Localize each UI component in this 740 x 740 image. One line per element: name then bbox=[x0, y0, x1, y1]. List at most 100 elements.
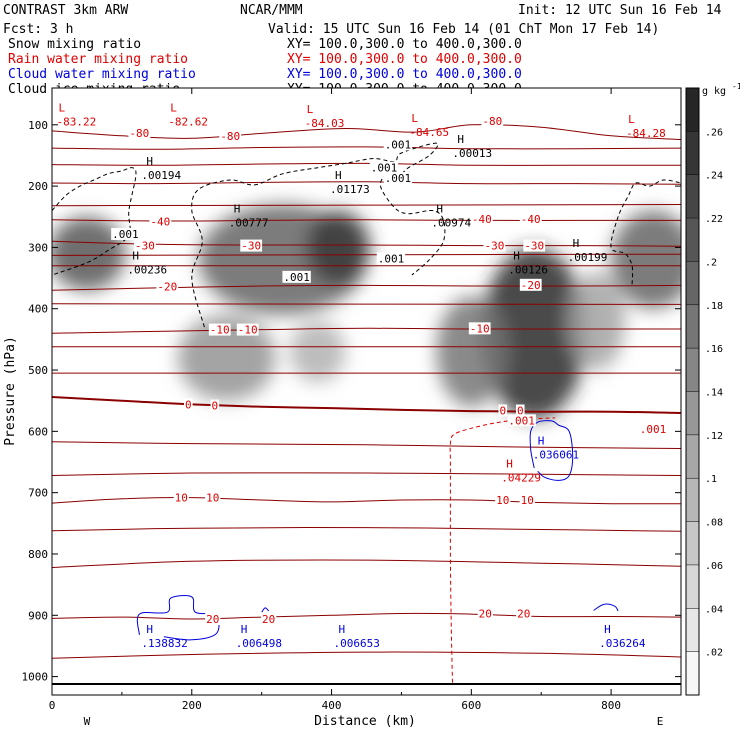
isotherm-line bbox=[52, 204, 681, 207]
snow-max-marker: H bbox=[335, 169, 342, 182]
init-time: Init: 12 UTC Sun 16 Feb 14 bbox=[518, 3, 722, 18]
shading-blob bbox=[52, 216, 126, 291]
isotherm-0 bbox=[52, 396, 681, 414]
snow-max-value: .00013 bbox=[452, 147, 492, 160]
cloud-water-max-value: .006653 bbox=[334, 637, 380, 650]
y-tick-label: 800 bbox=[28, 548, 48, 561]
isotherm-line bbox=[52, 441, 681, 449]
temperature-label: -20 bbox=[521, 279, 541, 292]
temperature-label: 20 bbox=[206, 613, 219, 626]
shading-blob bbox=[611, 210, 681, 309]
snow-contour-label-bg bbox=[383, 138, 413, 151]
snow-contour-label: .001 bbox=[385, 138, 412, 151]
snow-contours bbox=[52, 142, 681, 328]
temperature-label: -20 bbox=[157, 281, 177, 294]
temperature-label: -30 bbox=[484, 240, 504, 253]
legend-xy: XY= 100.0,300.0 to 400.0,300.0 bbox=[287, 37, 522, 52]
colorbar-tick-label: .12 bbox=[705, 431, 723, 442]
cloud-water-max-value: .036061 bbox=[533, 449, 579, 462]
temperature-label-bg bbox=[128, 126, 151, 139]
isotherm-line bbox=[52, 303, 681, 305]
temperature-extremum-marker: L bbox=[307, 103, 314, 116]
isotherm-line bbox=[52, 559, 681, 568]
temperature-label-bg bbox=[470, 213, 493, 226]
temperature-label-bg bbox=[477, 607, 493, 620]
shading-blob bbox=[177, 314, 276, 401]
colorbar-tick-label: .22 bbox=[705, 214, 723, 225]
isotherm--70 bbox=[52, 146, 681, 150]
x-tick-label: 200 bbox=[182, 699, 202, 712]
temperature-extremum-value: -82.62 bbox=[168, 116, 208, 129]
shading-blob bbox=[569, 271, 626, 371]
temperature-label-bg bbox=[498, 404, 508, 417]
temperature-label-bg bbox=[205, 491, 221, 504]
cloud-water-max-value: .036264 bbox=[599, 637, 646, 650]
colorbar-segment bbox=[686, 521, 699, 565]
cloud-water-contour-line bbox=[136, 595, 220, 641]
rain-contour-label-bg bbox=[507, 414, 536, 427]
cloud-water-max-marker: H bbox=[604, 623, 611, 636]
snow-contour-label: .001 bbox=[112, 228, 139, 241]
rain-contour-line bbox=[449, 417, 556, 683]
snow-contour-line bbox=[191, 142, 446, 328]
temperature-label: -10 bbox=[470, 322, 490, 335]
snow-max-value: .00199 bbox=[568, 251, 608, 264]
isotherm-line bbox=[52, 527, 681, 532]
colorbar-unit-exponent: -1 bbox=[732, 82, 740, 91]
cloud-water-max-marker: H bbox=[146, 623, 153, 636]
x-tick-label: 600 bbox=[461, 699, 481, 712]
temperature-label: -80 bbox=[220, 130, 240, 143]
center-label: NCAR/MMM bbox=[240, 3, 303, 18]
temperature-label: 0 bbox=[499, 405, 506, 418]
snow-contour-label: .001 bbox=[378, 252, 405, 265]
colorbar-tick-label: .1 bbox=[705, 474, 717, 485]
contour-annotations: -80 -80-80-40 -40 -40-30 -30 -30 -30-20 -20-10-… bbox=[56, 102, 668, 650]
temperature-label: -80 bbox=[129, 127, 149, 140]
y-tick-label: 900 bbox=[28, 609, 48, 622]
colorbar-unit: g kg bbox=[702, 86, 726, 97]
snow-contour-label-bg bbox=[111, 227, 140, 240]
temperature-label: 20 bbox=[479, 607, 492, 620]
snow-max-marker: H bbox=[132, 249, 139, 262]
isotherm--30 bbox=[52, 240, 681, 247]
y-tick-label: 400 bbox=[28, 303, 48, 316]
snow-contour-label: .001 bbox=[371, 162, 398, 175]
isotherm--60 bbox=[52, 162, 681, 166]
snow-contour-label-bg bbox=[369, 161, 399, 174]
temperature-extremum-value: -84.03 bbox=[305, 117, 345, 130]
temperature-extremum-value: -84.28 bbox=[626, 127, 666, 140]
plot-frame bbox=[51, 87, 682, 696]
snow-max-value: .00236 bbox=[127, 263, 167, 276]
temperature-label-bg bbox=[205, 612, 221, 625]
isotherm--80 bbox=[52, 124, 681, 140]
temperature-label-bg bbox=[483, 239, 506, 252]
x-endpoint-right: E bbox=[657, 715, 664, 728]
temperature-extremum-marker: L bbox=[628, 113, 635, 126]
y-tick-label: 700 bbox=[28, 487, 48, 500]
snow-max-marker: H bbox=[146, 155, 153, 168]
colorbar-segment bbox=[686, 651, 699, 695]
isotherm--10 bbox=[52, 327, 681, 334]
colorbar-tick-label: .2 bbox=[705, 257, 717, 268]
temperature-label-bg bbox=[481, 115, 504, 128]
colorbar-tick-label: .16 bbox=[705, 344, 723, 355]
colorbar-segment bbox=[686, 218, 699, 262]
y-tick-label: 200 bbox=[28, 180, 48, 193]
isotherm-line bbox=[52, 472, 681, 476]
temperature-label-bg bbox=[519, 213, 542, 226]
temperature-label: 10 bbox=[175, 492, 188, 505]
temperature-label: -30 bbox=[135, 240, 155, 253]
temperature-label-bg bbox=[523, 239, 546, 252]
cloud-water-max-marker: H bbox=[538, 435, 545, 448]
y-tick-label: 100 bbox=[28, 119, 48, 132]
temperature-label-bg bbox=[515, 404, 525, 417]
colorbar-tick-label: .06 bbox=[705, 561, 723, 572]
snow-max-value: .01173 bbox=[330, 183, 370, 196]
isotherm-20 bbox=[52, 612, 681, 620]
colorbar-tick-label: .14 bbox=[705, 388, 723, 399]
temperature-extremum-marker: L bbox=[411, 112, 418, 125]
temperature-label: -10 bbox=[210, 324, 230, 337]
temperature-label: 10 bbox=[521, 494, 534, 507]
shading-blob bbox=[436, 296, 507, 407]
